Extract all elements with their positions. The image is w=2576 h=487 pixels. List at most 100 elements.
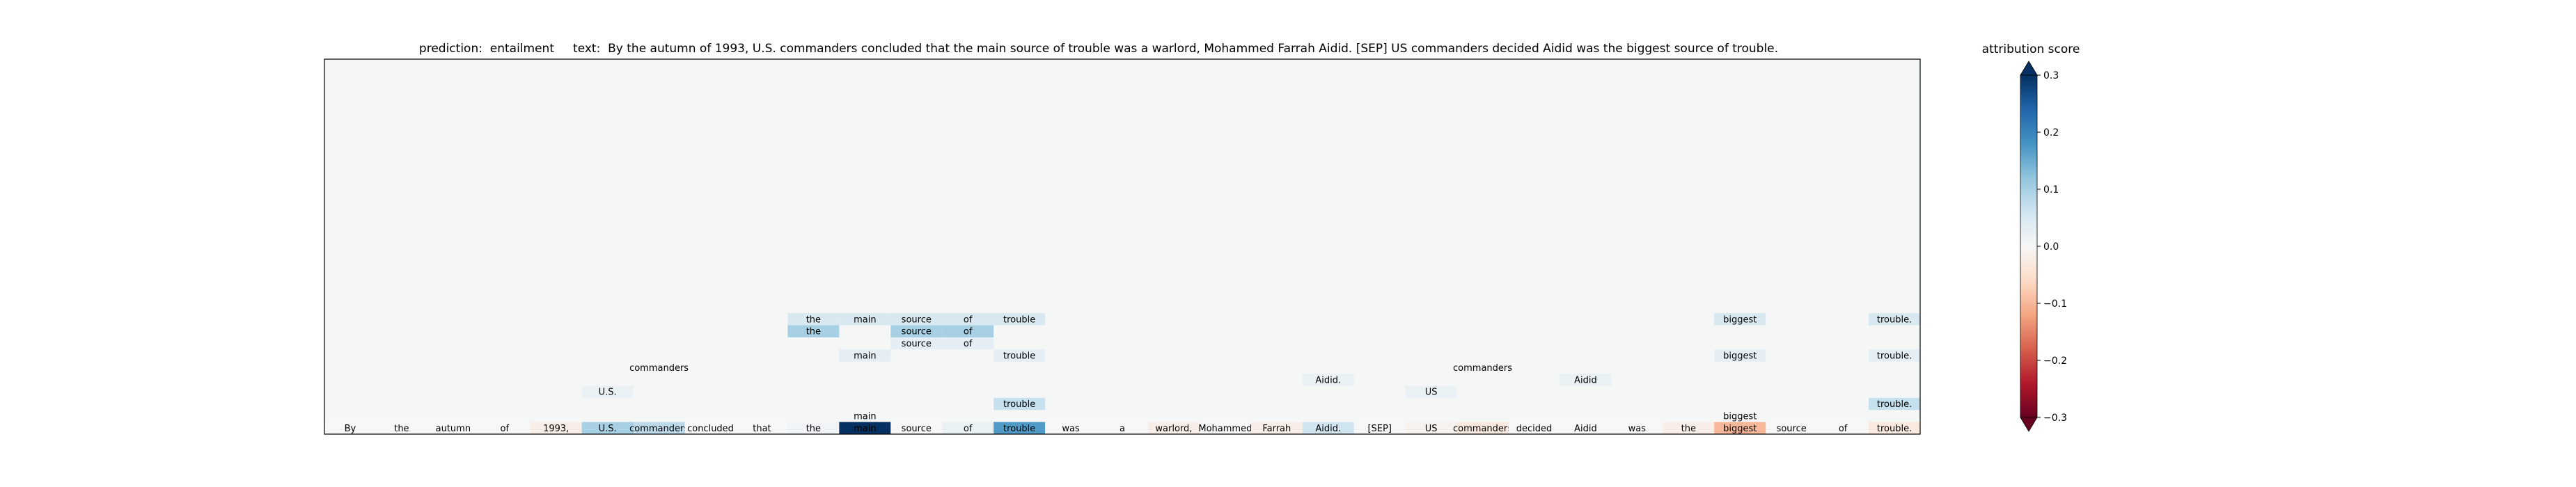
layer-cell-label: commanders xyxy=(629,363,689,374)
layer-cell-label: trouble. xyxy=(1877,399,1912,410)
token-label: Farrah xyxy=(1262,424,1291,434)
token-cell xyxy=(1353,422,1406,434)
layer-cell xyxy=(839,313,891,326)
token-label: source xyxy=(902,424,932,434)
token-label: was xyxy=(1628,424,1647,434)
layer-cell xyxy=(787,325,840,337)
layer-cell xyxy=(994,397,1046,410)
title-prediction-label: prediction: xyxy=(419,42,482,56)
token-cell xyxy=(1302,422,1355,434)
layer-cell xyxy=(994,313,1046,326)
token-label: Aidid xyxy=(1574,424,1597,434)
token-cell xyxy=(324,422,377,434)
token-cell xyxy=(1045,422,1097,434)
token-cell xyxy=(1147,422,1200,434)
token-label: the xyxy=(394,424,409,434)
colorbar-tick-label: 0.3 xyxy=(2043,70,2059,81)
layer-cell xyxy=(1869,397,1920,410)
token-cell xyxy=(1766,422,1818,434)
token-cell xyxy=(1560,422,1612,434)
colorbar-tick-label: −0.3 xyxy=(2043,413,2067,424)
layer-cell xyxy=(890,313,943,326)
token-label: the xyxy=(806,424,821,434)
token-label: concluded xyxy=(687,424,734,434)
token-label: trouble xyxy=(1003,424,1035,434)
token-cell xyxy=(1405,422,1457,434)
layer-cell-label: the xyxy=(806,327,821,337)
token-label: of xyxy=(1839,424,1848,434)
colorbar-tick-label: 0.1 xyxy=(2043,184,2059,195)
layer-cell-label: trouble xyxy=(1003,351,1035,361)
layer-cell-label: Aidid. xyxy=(1315,375,1341,385)
token-label: source xyxy=(1777,424,1807,434)
token-label: that xyxy=(753,424,771,434)
layer-cell xyxy=(1456,361,1509,374)
token-cell xyxy=(1817,422,1869,434)
layer-cell xyxy=(1560,374,1612,386)
token-cell xyxy=(530,422,582,434)
token-cell xyxy=(1097,422,1149,434)
token-label: warlord, xyxy=(1155,424,1192,434)
layer-cell-label: main xyxy=(854,314,876,325)
layer-cell-label: source xyxy=(902,314,932,325)
layer-cell-label: of xyxy=(964,339,973,349)
token-label: commanders xyxy=(629,424,689,434)
colorbar-extend-max xyxy=(2020,61,2038,76)
layer-cell-label: biggest xyxy=(1723,351,1757,361)
token-cell xyxy=(581,422,634,434)
layer-cell xyxy=(1869,313,1920,326)
token-label: US xyxy=(1425,424,1438,434)
token-cell xyxy=(1714,422,1766,434)
token-cell xyxy=(684,422,737,434)
token-cell xyxy=(633,422,685,434)
layer-cell xyxy=(942,325,994,337)
token-label: a xyxy=(1120,424,1125,434)
layer-cell-label: source xyxy=(902,339,932,349)
layer-cell-label: main xyxy=(854,351,876,361)
token-cell xyxy=(1250,422,1303,434)
layer-cell-label: of xyxy=(964,327,973,337)
token-label: of xyxy=(964,424,973,434)
layer-cell xyxy=(1714,349,1766,362)
layer-cell-label: US xyxy=(1425,388,1438,398)
layer-cell xyxy=(1714,410,1766,422)
token-label: 1993, xyxy=(543,424,569,434)
token-label: trouble. xyxy=(1877,424,1912,434)
token-cell xyxy=(994,422,1046,434)
layer-cell-label: the xyxy=(806,314,821,325)
title-text-label: text: xyxy=(573,42,600,56)
layer-cell xyxy=(1869,349,1920,362)
layer-cell-label: trouble. xyxy=(1877,314,1912,325)
token-cell xyxy=(1611,422,1663,434)
plot-area-background xyxy=(324,59,1920,434)
layer-cell xyxy=(1302,374,1354,386)
layer-cell xyxy=(839,410,891,422)
token-cell xyxy=(1199,422,1252,434)
token-cell xyxy=(1456,422,1509,434)
token-label: By xyxy=(345,424,356,434)
token-label: autumn xyxy=(436,424,471,434)
colorbar-label: attribution score xyxy=(1982,42,2080,56)
layer-cell-label: trouble xyxy=(1003,314,1035,325)
token-cell xyxy=(787,422,840,434)
layer-cell-label: source xyxy=(902,327,932,337)
token-label: decided xyxy=(1516,424,1553,434)
token-cells: By the autumn of 1993, U.S. commandersconclude… xyxy=(324,422,1921,434)
token-cell xyxy=(1663,422,1715,434)
layer-cell xyxy=(581,385,634,398)
token-cell xyxy=(427,422,480,434)
layer-cell xyxy=(942,337,994,350)
title-text: By the autumn of 1993, U.S. commanders c… xyxy=(608,42,1778,56)
layer-cell-label: of xyxy=(964,314,973,325)
token-label: biggest xyxy=(1723,424,1757,434)
colorbar-gradient xyxy=(2020,74,2038,418)
token-label: main xyxy=(854,424,876,434)
colorbar-tick-label: −0.2 xyxy=(2043,356,2067,367)
layer-cell xyxy=(890,325,943,337)
layer-cell xyxy=(994,349,1046,362)
layer-cell-label: biggest xyxy=(1723,314,1757,325)
layer-cell xyxy=(1714,313,1766,326)
layer-cell-label: trouble. xyxy=(1877,351,1912,361)
colorbar-tick-label: −0.1 xyxy=(2043,298,2067,310)
